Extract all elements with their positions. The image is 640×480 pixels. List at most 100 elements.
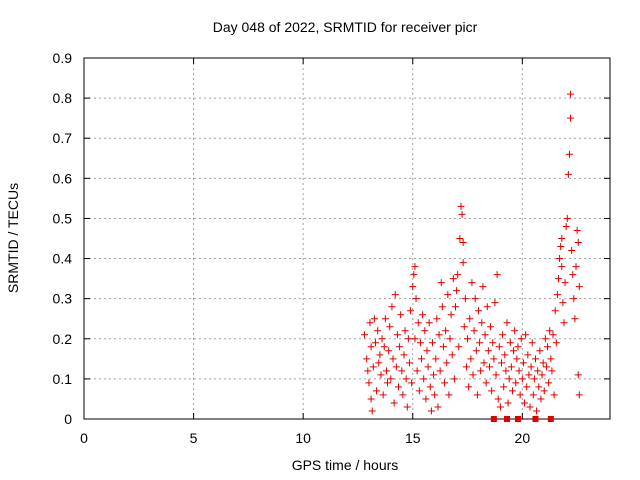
data-point: [458, 210, 466, 218]
data-point: [418, 355, 426, 363]
data-point: [437, 279, 445, 287]
data-point: [498, 359, 506, 367]
data-point: [558, 235, 566, 242]
data-point: [401, 327, 409, 335]
data-point: [517, 335, 525, 343]
chart-title: Day 048 of 2022, SRMTID for receiver pic…: [213, 19, 478, 35]
data-point: [403, 403, 411, 411]
data-point: [533, 407, 541, 415]
data-point: [402, 375, 410, 383]
data-point: [534, 367, 542, 375]
data-point: [378, 335, 386, 343]
data-point: [387, 375, 395, 383]
data-point: [499, 331, 507, 339]
data-point: [511, 327, 519, 335]
x-tick-label: 15: [405, 430, 421, 446]
data-point: [549, 331, 557, 339]
data-point: [408, 379, 416, 387]
data-point: [575, 391, 583, 399]
data-point: [575, 283, 583, 291]
data-point: [469, 371, 477, 379]
data-point: [396, 343, 404, 351]
data-point: [531, 355, 539, 363]
data-point: [445, 391, 453, 399]
data-point: [565, 150, 573, 158]
data-point: [550, 391, 558, 399]
data-point: [451, 303, 459, 311]
data-point: [556, 255, 564, 263]
data-point: [428, 339, 436, 347]
y-tick-label: 0.9: [53, 50, 73, 66]
data-points: [361, 90, 583, 422]
data-point: [519, 359, 527, 367]
x-axis-label: GPS time / hours: [292, 457, 399, 473]
data-point: [466, 315, 474, 323]
data-point: [558, 263, 566, 271]
data-point: [460, 323, 468, 331]
data-point: [422, 395, 430, 403]
data-point: [371, 339, 379, 347]
data-point: [488, 387, 496, 395]
data-point: [501, 351, 509, 359]
y-axis-label: SRMTID / TECUs: [5, 183, 21, 293]
data-point: [459, 239, 467, 247]
y-tick-label: 0.2: [53, 331, 73, 347]
data-point: [489, 339, 497, 347]
data-point: [470, 327, 478, 335]
data-point: [504, 399, 512, 407]
data-point: [516, 391, 524, 399]
data-point: [384, 379, 392, 387]
data-point: [365, 379, 373, 387]
data-point: [399, 391, 407, 399]
data-point: [397, 311, 405, 319]
data-point: [423, 347, 431, 355]
data-point: [421, 327, 429, 335]
data-point: [446, 335, 454, 343]
data-point: [361, 331, 369, 339]
x-tick-label: 20: [515, 430, 531, 446]
data-point: [442, 327, 450, 335]
data-point: [471, 295, 479, 303]
data-point: [467, 355, 475, 363]
plot-frame: [83, 57, 611, 420]
data-point: [461, 295, 469, 303]
data-point: [395, 383, 403, 391]
data-point: [447, 311, 455, 319]
data-point: [487, 323, 495, 331]
data-point: [472, 347, 480, 355]
data-point: [512, 379, 520, 387]
data-point: [367, 343, 375, 351]
data-point: [412, 295, 420, 303]
data-point: [495, 343, 503, 351]
data-point: [478, 319, 486, 327]
data-point: [424, 363, 432, 371]
data-point: [449, 275, 457, 283]
data-point: [569, 271, 577, 279]
data-point: [529, 391, 537, 399]
data-point: [388, 303, 396, 311]
data-point: [570, 295, 578, 303]
y-tick-label: 0: [64, 411, 72, 427]
data-point: [477, 367, 485, 375]
data-point: [567, 90, 575, 98]
data-point: [407, 307, 415, 315]
data-point: [557, 243, 565, 251]
y-tick-label: 0.8: [53, 90, 73, 106]
grid-lines: [84, 58, 610, 419]
data-point: [500, 383, 508, 391]
data-point: [473, 391, 481, 399]
data-point: [536, 347, 544, 355]
flagged-point: [547, 416, 554, 422]
x-tick-label: 10: [295, 430, 311, 446]
data-point: [525, 371, 533, 379]
data-point: [389, 355, 397, 363]
data-point: [553, 291, 561, 299]
data-point: [456, 235, 464, 242]
data-point: [415, 387, 423, 395]
data-point: [436, 367, 444, 375]
data-point: [507, 363, 515, 371]
y-tick-label: 0.6: [53, 170, 73, 186]
data-point: [375, 359, 383, 367]
data-point: [530, 375, 538, 383]
